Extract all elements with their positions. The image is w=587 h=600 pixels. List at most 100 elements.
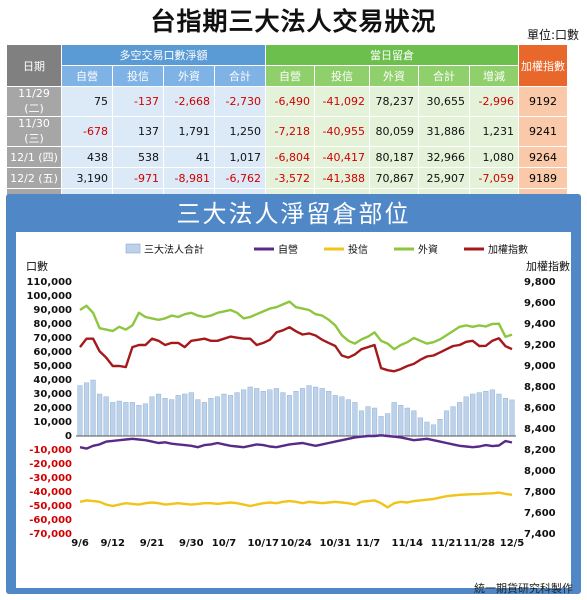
unit-label: 單位:口數 bbox=[526, 28, 579, 42]
net-volume-header: 多空交易口數淨額 bbox=[62, 45, 265, 65]
index-cell: 9192 bbox=[519, 87, 567, 116]
bar-total bbox=[195, 399, 201, 437]
y-tick-label: 20,000 bbox=[33, 403, 72, 414]
right-axis-unit: 加權指數 bbox=[526, 259, 570, 273]
bar-total bbox=[241, 389, 247, 437]
bar-total bbox=[326, 390, 332, 437]
bar-total bbox=[280, 392, 286, 437]
y2-tick-label: 9,800 bbox=[524, 277, 556, 288]
legend-label: 投信 bbox=[348, 243, 368, 256]
net-cell: 1,791 bbox=[164, 117, 214, 146]
y-tick-label: 90,000 bbox=[33, 305, 72, 316]
y-tick-label: -40,000 bbox=[29, 487, 72, 498]
bar-total bbox=[502, 397, 509, 437]
bar-total bbox=[169, 399, 175, 437]
oi-cell: -7,218 bbox=[266, 117, 314, 146]
y-tick-label: 60,000 bbox=[33, 347, 72, 358]
x-tick-label: 10/7 bbox=[212, 538, 237, 549]
net-cell: 1,017 bbox=[215, 147, 265, 167]
open-interest-header: 當日留倉 bbox=[266, 45, 518, 65]
chart-svg: 口數 加權指數 110,000 100,000 90,000 80,000 70,000 60… bbox=[26, 243, 570, 549]
legend-label: 自營 bbox=[278, 243, 298, 256]
net-cell: -8,981 bbox=[164, 168, 214, 188]
legend-label: 加權指數 bbox=[488, 243, 528, 256]
index-cell: 9264 bbox=[519, 147, 567, 167]
x-tick-label: 12/5 bbox=[500, 538, 525, 549]
net-cell: -2,730 bbox=[215, 87, 265, 116]
bar-total bbox=[483, 390, 489, 437]
bar-total bbox=[142, 403, 149, 437]
net-col-header: 投信 bbox=[113, 66, 163, 86]
trading-table: 日期 多空交易口數淨額 當日留倉 加權指數 自營 投信 外資 合計 自營 投信 外資 合計 增減… bbox=[6, 44, 568, 210]
bar-total bbox=[116, 400, 122, 437]
net-cell: 41 bbox=[164, 147, 214, 167]
bar-total bbox=[136, 404, 142, 437]
table-row: 12/1 (四) 438 538 41 1,017 -6,804 -40,417 80,187… bbox=[7, 147, 567, 167]
y2-tick-label: 8,800 bbox=[524, 382, 556, 393]
line-foreign bbox=[79, 300, 513, 351]
y2-tick-label: 9,200 bbox=[524, 340, 556, 351]
oi-cell: 30,655 bbox=[419, 87, 469, 116]
y-tick-label: 80,000 bbox=[33, 319, 72, 330]
bar-total bbox=[404, 407, 410, 437]
bar-total bbox=[332, 395, 338, 437]
x-tick-label: 9/21 bbox=[140, 538, 165, 549]
oi-cell: 1,080 bbox=[470, 147, 518, 167]
chart-panel: 三大法人淨留倉部位 口數 加權指數 110,000 100,000 90,000 80,0… bbox=[6, 194, 581, 594]
row-date: 12/2 (五) bbox=[7, 168, 61, 188]
oi-cell: -41,092 bbox=[315, 87, 369, 116]
oi-cell: -40,417 bbox=[315, 147, 369, 167]
line-dealer bbox=[79, 434, 513, 450]
bar-total bbox=[260, 390, 266, 437]
y2-tick-label: 9,400 bbox=[524, 319, 556, 330]
y-tick-label: 0 bbox=[65, 431, 72, 442]
y-tick-label: 10,000 bbox=[33, 417, 72, 428]
oi-cell: 32,966 bbox=[419, 147, 469, 167]
bar-total bbox=[352, 402, 358, 437]
legend-label: 外資 bbox=[418, 244, 438, 256]
bar-total bbox=[345, 399, 351, 437]
bar-total bbox=[391, 402, 397, 437]
net-cell: 3,190 bbox=[62, 168, 112, 188]
bar-total bbox=[110, 402, 116, 437]
oi-cell: -6,804 bbox=[266, 147, 314, 167]
table-row: 11/29 (二) 75 -137 -2,668 -2,730 -6,490 -41,092… bbox=[7, 87, 567, 116]
bar-total bbox=[443, 410, 450, 437]
bar-total bbox=[149, 396, 155, 437]
y-tick-label: -50,000 bbox=[29, 501, 72, 512]
bar-total bbox=[437, 418, 443, 437]
bar-total bbox=[162, 397, 168, 437]
y-tick-label: -10,000 bbox=[29, 445, 72, 456]
bar-total bbox=[371, 407, 378, 437]
y2-tick-label: 8,200 bbox=[524, 445, 556, 456]
bar-total bbox=[293, 390, 299, 437]
bar-total bbox=[182, 393, 188, 437]
bar-total bbox=[385, 413, 391, 437]
x-tick-label: 11/21 bbox=[431, 538, 463, 549]
net-cell: -971 bbox=[113, 168, 163, 188]
date-header: 日期 bbox=[7, 45, 61, 86]
y2-tick-label: 7,400 bbox=[524, 529, 556, 540]
index-header: 加權指數 bbox=[519, 45, 567, 86]
credit-text: 統一期貨研究科製作 bbox=[474, 582, 573, 595]
bar-total bbox=[417, 417, 423, 437]
net-col-header: 自營 bbox=[62, 66, 112, 86]
bar-total bbox=[175, 395, 181, 437]
net-cell: 438 bbox=[62, 147, 112, 167]
x-tick-label: 11/28 bbox=[464, 538, 496, 549]
oi-cell: -3,572 bbox=[266, 168, 314, 188]
bar-total bbox=[83, 382, 90, 437]
oi-col-header: 投信 bbox=[315, 66, 369, 86]
net-col-header: 外資 bbox=[164, 66, 214, 86]
oi-cell: -40,955 bbox=[315, 117, 369, 146]
y-tick-label: 50,000 bbox=[33, 361, 72, 372]
net-cell: 75 bbox=[62, 87, 112, 116]
bar-total bbox=[221, 393, 227, 437]
bar-total bbox=[129, 402, 135, 437]
bar-total bbox=[286, 395, 293, 437]
oi-col-header: 自營 bbox=[266, 66, 314, 86]
index-cell: 9189 bbox=[519, 168, 567, 188]
bar-total bbox=[365, 406, 371, 437]
page-title: 台指期三大法人交易狀況 bbox=[150, 7, 437, 36]
y2-tick-label: 9,000 bbox=[524, 361, 556, 372]
